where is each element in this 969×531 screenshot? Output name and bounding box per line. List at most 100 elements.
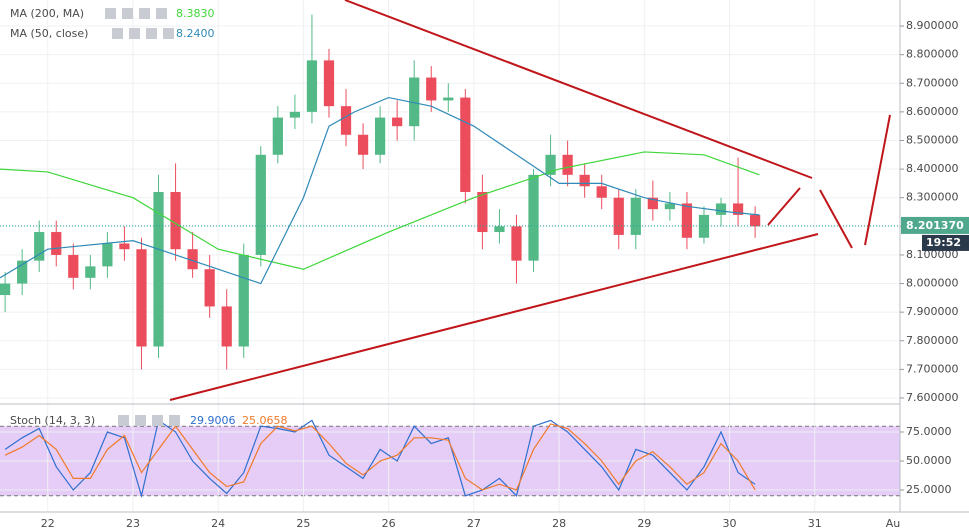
candle-body bbox=[630, 197, 641, 235]
legend-value: 8.2400 bbox=[176, 27, 215, 40]
y-tick-label: 75.0000 bbox=[906, 425, 952, 438]
x-tick-label: Au bbox=[886, 517, 901, 530]
candle-body bbox=[562, 154, 573, 175]
candle-body bbox=[545, 154, 556, 175]
candle-body bbox=[136, 249, 147, 347]
candle-body bbox=[613, 197, 624, 235]
candle-body bbox=[494, 226, 505, 233]
candle-body bbox=[68, 254, 79, 278]
x-tick-label: 31 bbox=[808, 517, 822, 530]
y-tick-label: 8.700000 bbox=[906, 76, 959, 89]
candle-body bbox=[375, 117, 386, 155]
candle-body bbox=[340, 106, 352, 135]
x-tick-label: 28 bbox=[552, 517, 566, 530]
control-icon[interactable] bbox=[112, 28, 123, 39]
y-tick-label: 7.600000 bbox=[906, 391, 959, 404]
indicator-controls[interactable] bbox=[105, 8, 180, 426]
trend-drawings bbox=[169, 0, 891, 401]
y-tick-label: 8.500000 bbox=[906, 133, 959, 146]
ma-line bbox=[0, 151, 760, 270]
candle-body bbox=[579, 174, 590, 187]
projection-line bbox=[864, 114, 891, 246]
x-tick-label: 27 bbox=[467, 517, 481, 530]
y-tick-label: 8.300000 bbox=[906, 191, 959, 204]
candle-body bbox=[17, 260, 28, 284]
time-label: 19:52 bbox=[926, 236, 961, 249]
y-tick-label: 8.000000 bbox=[906, 277, 959, 290]
last-price-box bbox=[901, 216, 969, 234]
candle-body bbox=[187, 249, 198, 270]
y-tick-label: 8.800000 bbox=[906, 48, 959, 61]
grid bbox=[0, 0, 901, 512]
y-tick-label: 50.0000 bbox=[906, 454, 952, 467]
legend-value: 29.9006 bbox=[190, 414, 236, 427]
candle-body bbox=[426, 77, 437, 101]
candle-body bbox=[477, 191, 488, 233]
control-icon[interactable] bbox=[169, 415, 180, 426]
candle-body bbox=[255, 154, 266, 255]
candle-body bbox=[0, 283, 11, 295]
candle-body bbox=[596, 186, 607, 198]
x-tick-label: 24 bbox=[211, 517, 225, 530]
control-icon[interactable] bbox=[156, 8, 167, 19]
x-tick-label: 26 bbox=[382, 517, 396, 530]
trend-line bbox=[169, 233, 819, 401]
y-tick-label: 8.900000 bbox=[906, 19, 959, 32]
control-icon[interactable] bbox=[105, 8, 116, 19]
candle-body bbox=[85, 266, 96, 278]
time-box bbox=[922, 234, 969, 251]
legend-label: MA (200, MA) bbox=[10, 7, 84, 20]
legend-value: 25.0658 bbox=[242, 414, 288, 427]
trend-line bbox=[344, 0, 813, 179]
x-tick-label: 25 bbox=[296, 517, 310, 530]
last-price-label: 8.201370 bbox=[906, 219, 964, 232]
stoch-line bbox=[4, 419, 756, 499]
candle-body bbox=[750, 214, 761, 227]
control-icon[interactable] bbox=[135, 415, 146, 426]
candle-body bbox=[528, 174, 539, 261]
candle-body bbox=[170, 191, 181, 250]
axes: 22 23 24 25 26 27 28 29 30 31 Au 7.600000 7.700000 7.… bbox=[41, 19, 969, 530]
y-tick-label: 7.800000 bbox=[906, 334, 959, 347]
candle-body bbox=[153, 191, 164, 347]
control-icon[interactable] bbox=[139, 8, 150, 19]
candle-body bbox=[204, 269, 215, 307]
candle-body bbox=[511, 226, 522, 261]
control-icon[interactable] bbox=[129, 28, 140, 39]
candle-body bbox=[289, 111, 300, 118]
candle-body bbox=[460, 97, 471, 192]
candle-body bbox=[306, 60, 318, 112]
y-tick-label: 8.400000 bbox=[906, 162, 959, 175]
candle-body bbox=[238, 254, 249, 347]
control-icon[interactable] bbox=[163, 28, 174, 39]
control-icon[interactable] bbox=[118, 415, 129, 426]
y-tick-label: 7.700000 bbox=[906, 362, 959, 375]
candle-body bbox=[681, 203, 693, 238]
y-tick-label: 8.100000 bbox=[906, 248, 959, 261]
candle-body bbox=[51, 232, 62, 255]
x-tick-label: 22 bbox=[41, 517, 55, 530]
candle-body bbox=[34, 232, 45, 261]
candle-body bbox=[715, 203, 727, 215]
control-icon[interactable] bbox=[146, 28, 157, 39]
legend-label: Stoch (14, 3, 3) bbox=[10, 414, 95, 427]
control-icon[interactable] bbox=[122, 8, 133, 19]
candle-body bbox=[119, 243, 130, 250]
candle-body bbox=[102, 243, 113, 267]
legend-value: 8.3830 bbox=[176, 7, 215, 20]
candle-body bbox=[221, 306, 232, 347]
x-tick-label: 30 bbox=[723, 517, 737, 530]
x-tick-label: 29 bbox=[637, 517, 651, 530]
candle-body bbox=[392, 117, 403, 127]
y-tick-label: 8.600000 bbox=[906, 105, 959, 118]
stoch-line bbox=[4, 423, 756, 491]
x-tick-label: 23 bbox=[126, 517, 140, 530]
candle-body bbox=[647, 197, 658, 210]
control-icon[interactable] bbox=[152, 415, 163, 426]
ma-line bbox=[0, 96, 760, 285]
candle-body bbox=[443, 97, 454, 101]
candle-body bbox=[409, 77, 420, 127]
candle-body bbox=[323, 60, 335, 107]
candle-body bbox=[732, 203, 744, 215]
